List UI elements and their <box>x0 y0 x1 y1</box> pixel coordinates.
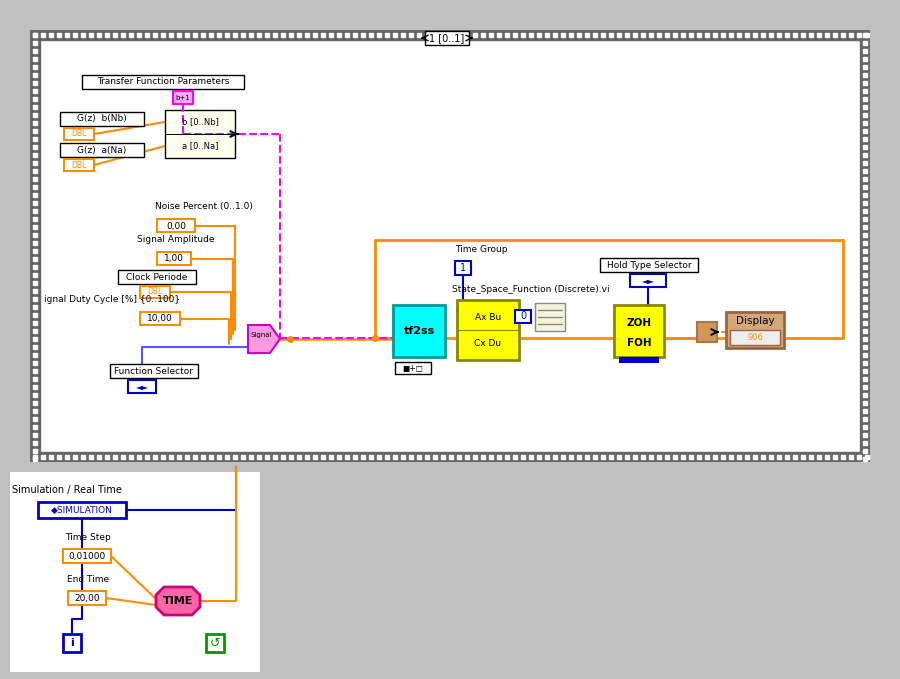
Text: Signal Amplitude: Signal Amplitude <box>137 236 214 244</box>
FancyBboxPatch shape <box>63 549 111 563</box>
Text: ◄►: ◄► <box>642 276 654 285</box>
FancyBboxPatch shape <box>600 258 698 272</box>
FancyBboxPatch shape <box>118 270 196 284</box>
FancyBboxPatch shape <box>206 634 224 652</box>
Text: Display: Display <box>735 316 774 326</box>
FancyBboxPatch shape <box>157 252 191 265</box>
Text: b+1: b+1 <box>176 95 191 101</box>
FancyBboxPatch shape <box>38 502 126 518</box>
FancyBboxPatch shape <box>173 91 193 104</box>
Text: ZOH: ZOH <box>626 318 652 328</box>
FancyBboxPatch shape <box>535 303 565 331</box>
Text: Simulation / Real Time: Simulation / Real Time <box>12 485 122 495</box>
Text: Time Group: Time Group <box>455 244 508 253</box>
FancyBboxPatch shape <box>60 143 144 157</box>
Text: Transfer Function Parameters: Transfer Function Parameters <box>97 77 230 86</box>
Text: State_Space_Function (Discrete).vi: State_Space_Function (Discrete).vi <box>452 285 609 295</box>
Text: 20,00: 20,00 <box>74 593 100 602</box>
FancyBboxPatch shape <box>68 591 106 605</box>
FancyBboxPatch shape <box>30 30 870 462</box>
Text: 1 [0..1]: 1 [0..1] <box>429 33 464 43</box>
Text: ■+□: ■+□ <box>402 363 423 373</box>
Text: Clock Periode: Clock Periode <box>126 272 188 282</box>
Text: a [0..Na]: a [0..Na] <box>182 141 218 151</box>
FancyBboxPatch shape <box>40 40 860 452</box>
Text: 10,00: 10,00 <box>147 314 173 323</box>
Text: End Time: End Time <box>67 574 109 583</box>
Text: tf2ss: tf2ss <box>403 326 435 336</box>
Text: FOH: FOH <box>626 338 652 348</box>
FancyBboxPatch shape <box>515 310 531 323</box>
Text: 1,00: 1,00 <box>164 255 184 263</box>
Text: DBL: DBL <box>148 287 163 297</box>
Text: 0,00: 0,00 <box>166 221 186 230</box>
FancyBboxPatch shape <box>10 472 260 672</box>
Text: G(z)  a(Na): G(z) a(Na) <box>77 145 127 155</box>
Text: ◄►: ◄► <box>136 382 149 392</box>
FancyBboxPatch shape <box>697 322 717 342</box>
FancyBboxPatch shape <box>619 357 659 363</box>
Text: DBL: DBL <box>71 130 86 139</box>
Text: ignal Duty Cycle [%] {0..100}: ignal Duty Cycle [%] {0..100} <box>44 295 180 304</box>
FancyBboxPatch shape <box>730 330 780 345</box>
FancyBboxPatch shape <box>726 312 784 348</box>
Text: Hold Type Selector: Hold Type Selector <box>607 261 691 270</box>
FancyBboxPatch shape <box>455 261 471 275</box>
FancyBboxPatch shape <box>63 634 81 652</box>
FancyBboxPatch shape <box>110 364 198 378</box>
Text: 0,01000: 0,01000 <box>68 551 105 560</box>
FancyBboxPatch shape <box>10 472 890 672</box>
Text: ↺: ↺ <box>210 636 220 650</box>
FancyBboxPatch shape <box>165 110 235 158</box>
Text: G(z)  b(Nb): G(z) b(Nb) <box>77 115 127 124</box>
Text: Signal: Signal <box>250 332 272 338</box>
Text: 1: 1 <box>460 263 466 273</box>
FancyBboxPatch shape <box>140 312 180 325</box>
Text: 906: 906 <box>747 333 763 342</box>
FancyBboxPatch shape <box>82 75 244 89</box>
Text: b [0..Nb]: b [0..Nb] <box>182 117 219 126</box>
FancyBboxPatch shape <box>393 305 445 357</box>
Text: Function Selector: Function Selector <box>114 367 194 375</box>
FancyBboxPatch shape <box>457 300 519 360</box>
Text: DBL: DBL <box>701 327 714 331</box>
Polygon shape <box>156 587 200 615</box>
Text: Cx Du: Cx Du <box>474 340 501 348</box>
Text: DBL: DBL <box>71 160 86 170</box>
FancyBboxPatch shape <box>614 305 664 357</box>
Text: 0: 0 <box>520 311 526 321</box>
FancyBboxPatch shape <box>64 159 94 171</box>
FancyBboxPatch shape <box>425 31 469 45</box>
FancyBboxPatch shape <box>128 380 156 393</box>
FancyBboxPatch shape <box>630 274 666 287</box>
Text: DBL: DBL <box>701 335 714 340</box>
Text: Time Step: Time Step <box>65 532 111 541</box>
Text: TIME: TIME <box>163 596 194 606</box>
FancyBboxPatch shape <box>60 112 144 126</box>
Text: Noise Percent (0..1.0): Noise Percent (0..1.0) <box>155 202 253 211</box>
Text: Ax Bu: Ax Bu <box>475 314 501 323</box>
Text: ◆SIMULATION: ◆SIMULATION <box>51 505 112 515</box>
FancyBboxPatch shape <box>157 219 195 232</box>
FancyBboxPatch shape <box>140 286 170 298</box>
FancyBboxPatch shape <box>395 362 431 374</box>
FancyBboxPatch shape <box>64 128 94 140</box>
Text: i: i <box>70 638 74 648</box>
Polygon shape <box>248 325 280 353</box>
